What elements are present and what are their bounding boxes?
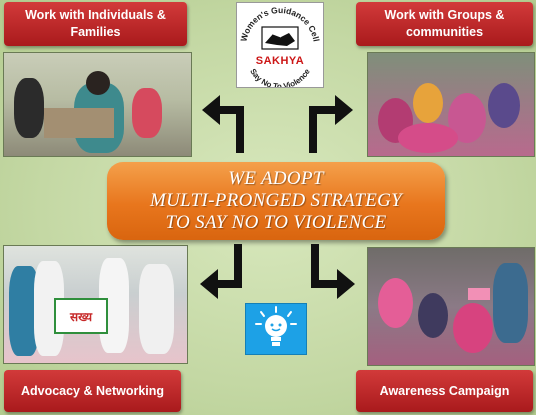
- photo-individual-counselling: [3, 52, 192, 157]
- strategy-line-1: WE ADOPT: [228, 168, 324, 189]
- label-groups-line2: communities: [405, 25, 484, 39]
- label-individuals-line2: Families: [70, 25, 121, 39]
- logo-graphic: Women's Guidance Cell Say No To Violence: [238, 5, 321, 91]
- label-awareness-campaign: Awareness Campaign: [356, 370, 533, 412]
- banner-text: सख्य: [69, 309, 93, 324]
- photo-awareness-campaign: [367, 247, 535, 366]
- label-advocacy-networking: Advocacy & Networking: [4, 370, 181, 412]
- label-individuals-line1: Work with Individuals &: [25, 8, 166, 23]
- strategy-line-3: TO SAY NO TO VIOLENCE: [165, 212, 387, 233]
- logo-name: SAKHYA: [255, 55, 305, 67]
- handshake-icon: [261, 26, 299, 50]
- label-groups-line1: Work with Groups &: [384, 8, 505, 23]
- arrow-up-left-icon: [202, 95, 244, 153]
- arrow-down-right-icon: [311, 244, 355, 299]
- label-groups-communities: Work with Groups & communities: [356, 2, 533, 46]
- logo-bottom-text: Say No To Violence: [248, 67, 312, 91]
- arrow-up-right-icon: [309, 95, 353, 153]
- photo-advocacy-rally: सख्य: [3, 245, 188, 364]
- svg-text:Say No To Violence: Say No To Violence: [248, 67, 312, 87]
- arrow-down-left-icon: [200, 244, 242, 299]
- label-individuals-families: Work with Individuals & Families: [4, 2, 187, 46]
- photo-group-meeting: [367, 52, 535, 157]
- strategy-line-2: MULTI-PRONGED STRATEGY: [150, 190, 402, 211]
- light-bulb-icon: [245, 303, 307, 355]
- sakhya-logo: Women's Guidance Cell Say No To Violence…: [236, 2, 324, 91]
- strategy-banner: WE ADOPT MULTI-PRONGED STRATEGY TO SAY N…: [107, 162, 445, 240]
